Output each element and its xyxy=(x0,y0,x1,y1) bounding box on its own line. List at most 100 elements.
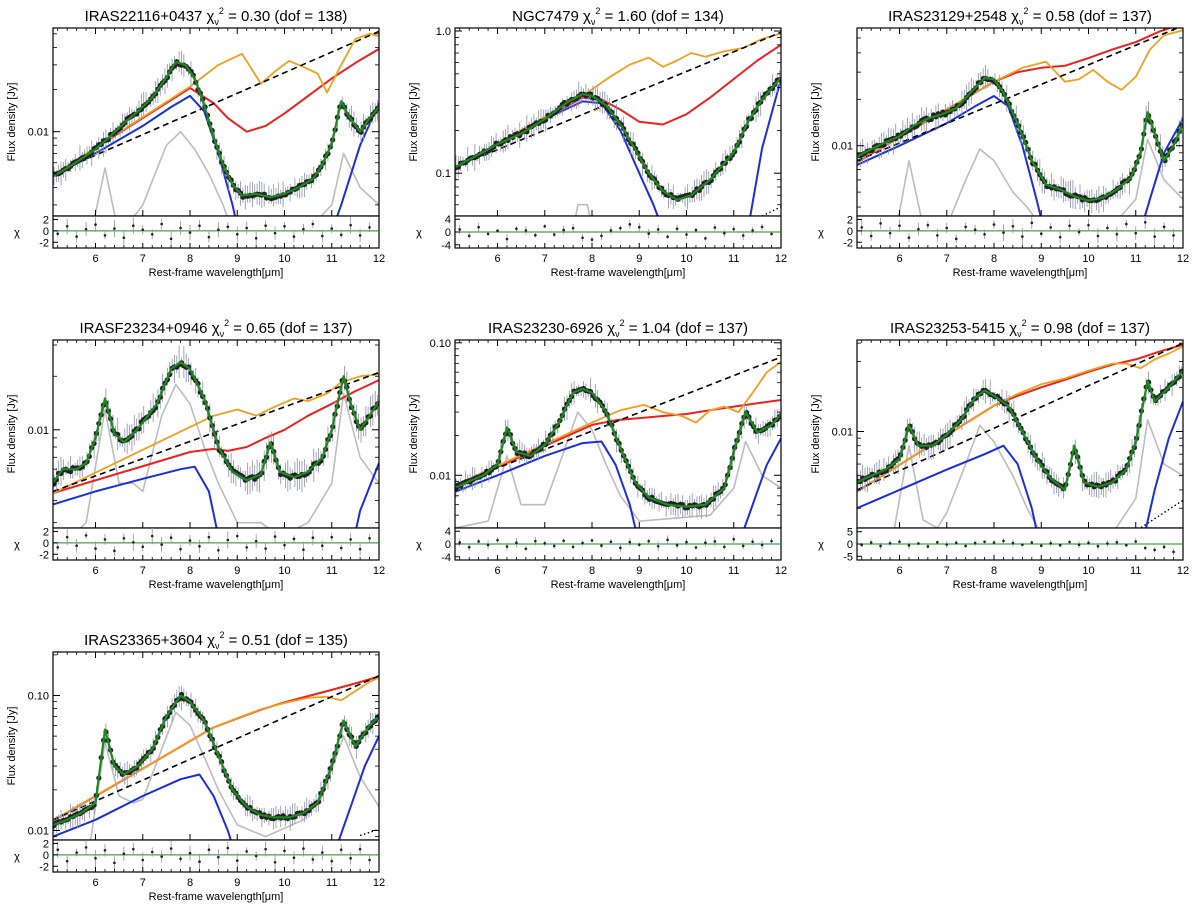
chi-symbol: χ xyxy=(583,8,591,25)
nu-subscript: ν xyxy=(1017,329,1022,339)
y-axis-label: Flux density [Jy] xyxy=(810,395,822,474)
residual-point xyxy=(1172,234,1175,237)
squared-superscript: 2 xyxy=(1023,6,1028,16)
residual-point xyxy=(609,540,613,544)
residual-point xyxy=(1106,226,1109,230)
residual-point xyxy=(103,234,107,237)
residual-point xyxy=(141,228,145,232)
residual-point xyxy=(368,858,371,862)
residual-point xyxy=(358,547,362,551)
residual-point xyxy=(235,232,239,236)
x-tick-label: 10 xyxy=(1082,565,1094,577)
squared-superscript: 2 xyxy=(595,6,600,16)
x-tick-label: 6 xyxy=(896,565,902,577)
panel-title-stats: = 1.04 (dof = 137) xyxy=(625,320,748,337)
residual-point xyxy=(207,848,211,852)
residual-point xyxy=(56,232,60,236)
residual-point xyxy=(1143,220,1147,224)
residual-point xyxy=(590,539,594,542)
residual-point xyxy=(198,224,201,228)
squared-superscript: 2 xyxy=(1022,318,1027,328)
residual-point xyxy=(1125,222,1128,226)
residual-axis-label: χ xyxy=(14,539,20,551)
x-axis-label: Rest-frame wavelength[μm] xyxy=(149,579,284,591)
residual-point xyxy=(311,222,315,226)
residual-tick-label: -4 xyxy=(441,240,451,252)
residual-point xyxy=(264,224,267,228)
residual-point xyxy=(217,228,220,232)
plot-area xyxy=(455,356,781,528)
residual-point xyxy=(226,225,230,229)
intrinsic-continuum-line xyxy=(857,342,1183,491)
residual-point xyxy=(534,233,537,237)
x-tick-label: 7 xyxy=(140,877,146,889)
x-tick-label: 11 xyxy=(326,565,337,577)
residual-point xyxy=(1021,543,1024,547)
residual-point xyxy=(760,225,764,229)
residual-point xyxy=(1039,232,1043,236)
residual-point xyxy=(656,228,660,231)
y-tick-label: 0.01 xyxy=(28,127,49,139)
residual-point xyxy=(964,225,967,229)
intrinsic-continuum-line xyxy=(455,356,781,486)
y-axis-label: Flux density [Jy] xyxy=(408,395,420,474)
residual-point xyxy=(113,861,116,865)
residual-point xyxy=(292,856,296,860)
x-tick-label: 11 xyxy=(728,253,739,265)
residual-point xyxy=(1068,540,1071,544)
residual-point xyxy=(169,237,173,241)
residual-tick-label: -2 xyxy=(39,549,49,561)
squared-superscript: 2 xyxy=(224,318,229,328)
residual-point xyxy=(188,851,192,855)
nu-subscript: ν xyxy=(1019,17,1024,27)
residual-point xyxy=(907,236,911,240)
residual-point xyxy=(467,545,471,549)
residual-point xyxy=(226,846,230,850)
panel-title-name: IRAS23253-5415 xyxy=(890,320,1009,337)
x-tick-label: 8 xyxy=(187,253,193,265)
y-tick-label: 0.01 xyxy=(430,470,451,482)
residual-point xyxy=(581,541,584,545)
residual-point xyxy=(188,231,192,234)
hot-dust-line xyxy=(761,206,781,216)
residual-point xyxy=(1096,234,1100,238)
residual-point xyxy=(207,535,211,539)
x-tick-label: 6 xyxy=(92,877,98,889)
residual-point xyxy=(628,540,632,544)
x-tick-label: 9 xyxy=(1038,565,1044,577)
residual-tick-label: 2 xyxy=(43,526,49,538)
nu-subscript: ν xyxy=(615,329,620,339)
residual-point xyxy=(169,847,173,850)
residual-point xyxy=(339,848,343,852)
residual-tick-label: 0 xyxy=(445,227,451,239)
residual-point xyxy=(723,545,726,549)
x-tick-label: 12 xyxy=(1177,253,1189,265)
residual-point xyxy=(132,224,135,228)
residual-point xyxy=(122,852,126,856)
obscured-continuum-line xyxy=(857,29,1183,163)
residual-point xyxy=(945,543,949,546)
residual-point xyxy=(198,544,201,548)
residual-point xyxy=(1002,539,1005,543)
residual-point xyxy=(254,539,258,543)
y-tick-label: 1.0 xyxy=(436,26,451,38)
residual-point xyxy=(888,231,892,235)
residual-point xyxy=(1011,541,1015,545)
stellar-component-line xyxy=(857,401,1183,528)
residual-point xyxy=(888,541,892,545)
residual-point xyxy=(321,234,324,238)
residual-point xyxy=(94,856,97,860)
residual-point xyxy=(1077,543,1081,547)
residual-point xyxy=(515,227,518,231)
residual-point xyxy=(75,544,78,548)
y-tick-label: 0.10 xyxy=(28,690,49,702)
residual-point xyxy=(1068,224,1071,228)
pah-template-line xyxy=(897,138,1183,216)
squared-superscript: 2 xyxy=(219,630,224,640)
chi-symbol: χ xyxy=(607,320,615,337)
residual-point xyxy=(694,546,698,549)
residual-axis-label: χ xyxy=(14,227,20,239)
x-tick-label: 9 xyxy=(234,253,240,265)
